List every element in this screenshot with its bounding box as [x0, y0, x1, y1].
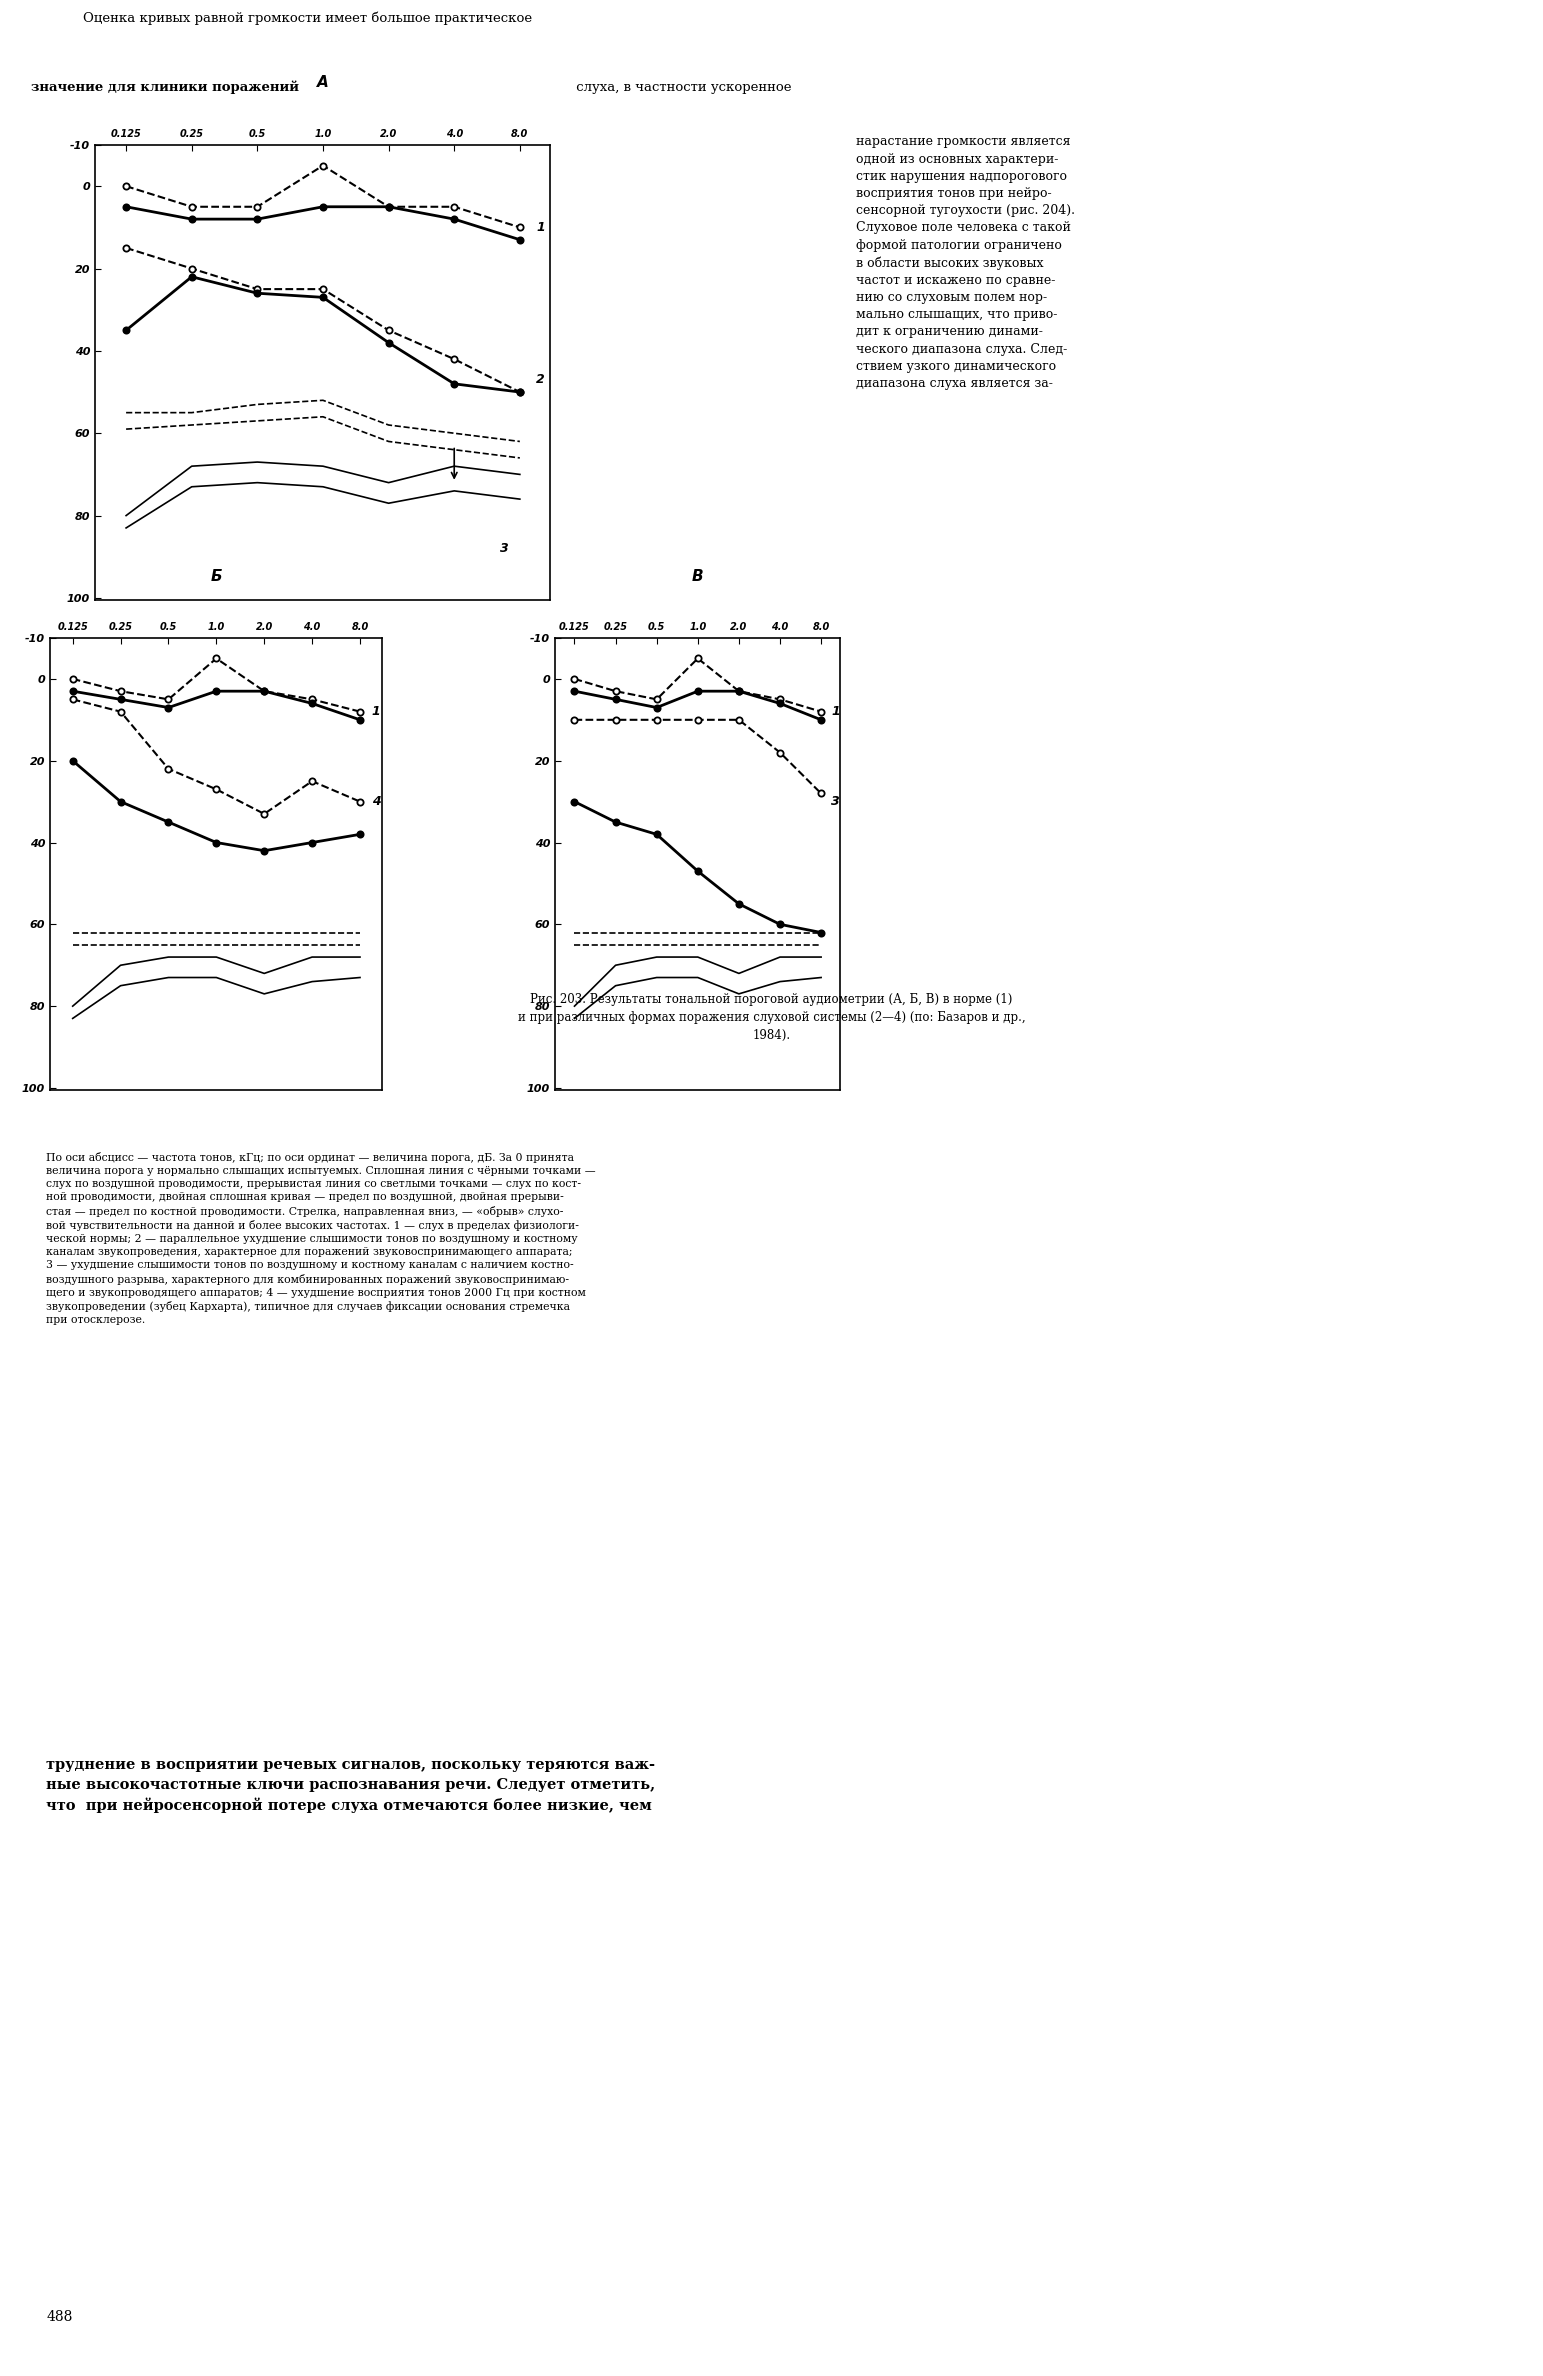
Text: 1: 1	[535, 221, 545, 233]
Text: По оси абсцисс — частота тонов, кГц; по оси ординат — величина порога, дБ. За 0 : По оси абсцисс — частота тонов, кГц; по …	[46, 1152, 596, 1326]
Text: 8.0: 8.0	[813, 623, 830, 632]
Text: 0.25: 0.25	[179, 128, 204, 138]
Text: 1.0: 1.0	[208, 623, 225, 632]
Text: 8.0: 8.0	[352, 623, 369, 632]
Text: Рис. 203. Результаты тональной пороговой аудиометрии (А, Б, В) в норме (1)
и при: Рис. 203. Результаты тональной пороговой…	[518, 993, 1025, 1043]
Text: труднение в восприятии речевых сигналов, поскольку теряются важ-
ные высокочасто: труднение в восприятии речевых сигналов,…	[46, 1758, 656, 1813]
Text: 0.125: 0.125	[111, 128, 142, 138]
Text: слуха, в частности ускоренное: слуха, в частности ускоренное	[571, 81, 792, 93]
Text: 2.0: 2.0	[256, 623, 273, 632]
Text: 1: 1	[372, 706, 381, 718]
Text: 1.0: 1.0	[315, 128, 332, 138]
Text: 0.125: 0.125	[559, 623, 589, 632]
Text: 8.0: 8.0	[511, 128, 528, 138]
Text: 1: 1	[832, 706, 839, 718]
Text: 488: 488	[46, 2309, 73, 2324]
Text: 2: 2	[535, 373, 545, 387]
Text: 0.25: 0.25	[108, 623, 133, 632]
Text: 1.0: 1.0	[690, 623, 707, 632]
Text: 0.125: 0.125	[57, 623, 88, 632]
Text: 4.0: 4.0	[772, 623, 788, 632]
Text: 4.0: 4.0	[304, 623, 321, 632]
Text: 0.5: 0.5	[648, 623, 665, 632]
Text: 0.5: 0.5	[248, 128, 265, 138]
Text: нарастание громкости является
одной из основных характери-
стик нарушения надпор: нарастание громкости является одной из о…	[856, 135, 1075, 390]
Text: Б: Б	[210, 568, 222, 584]
Text: значение для клиники поражений: значение для клиники поражений	[31, 81, 299, 95]
Text: 2.0: 2.0	[730, 623, 747, 632]
Text: 4: 4	[372, 796, 381, 808]
Text: A: A	[316, 76, 329, 90]
Text: 3: 3	[500, 542, 509, 556]
Text: 3: 3	[832, 796, 839, 808]
Text: Оценка кривых равной громкости имеет большое практическое: Оценка кривых равной громкости имеет бол…	[83, 12, 532, 26]
Text: 2.0: 2.0	[380, 128, 397, 138]
Text: В: В	[691, 568, 704, 584]
Text: 4.0: 4.0	[446, 128, 463, 138]
Text: 0.5: 0.5	[160, 623, 177, 632]
Text: 0.25: 0.25	[603, 623, 628, 632]
